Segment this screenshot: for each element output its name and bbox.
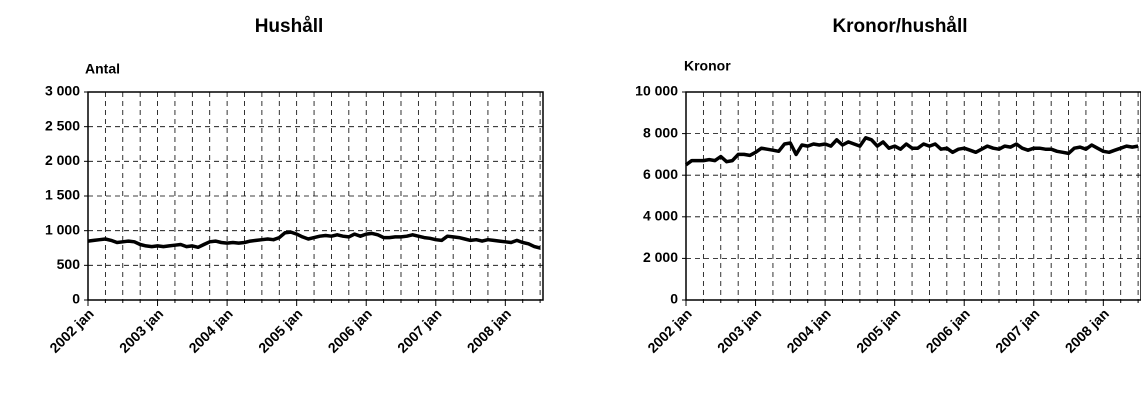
y-tick-label: 1 500	[45, 187, 80, 203]
y-tick-label: 500	[57, 256, 81, 272]
x-tick-label: 2004 jan	[185, 305, 235, 355]
x-tick-label: 2007 jan	[992, 305, 1042, 355]
x-tick-label: 2002 jan	[644, 305, 694, 355]
x-tick-label: 2006 jan	[325, 305, 375, 355]
y-tick-label: 0	[72, 291, 80, 307]
y-axis-title: Kronor	[684, 58, 731, 74]
line	[87, 230, 541, 250]
chart-title: Kronor/hushåll	[832, 16, 967, 37]
y-tick-label: 0	[670, 291, 678, 307]
y-axis-title: Antal	[85, 61, 120, 77]
x-tick-label: 2007 jan	[394, 305, 444, 355]
line	[684, 136, 1139, 167]
x-tick-label: 2003 jan	[116, 305, 166, 355]
y-tick-label: 6 000	[643, 166, 678, 182]
y-tick-label: 2 500	[45, 117, 80, 133]
x-tick-label: 2002 jan	[46, 305, 96, 355]
x-tick-label: 2005 jan	[255, 305, 305, 355]
y-tick-label: 1 000	[45, 221, 80, 237]
y-tick-label: 2 000	[643, 249, 678, 265]
y-tick-label: 4 000	[643, 208, 678, 224]
x-tick-label: 2003 jan	[714, 305, 764, 355]
plot-frame	[685, 91, 1141, 301]
chart-title: Hushåll	[255, 16, 324, 37]
x-tick-label: 2004 jan	[783, 305, 833, 355]
x-tick-label: 2008 jan	[464, 305, 514, 355]
plot-frame	[87, 91, 544, 301]
y-tick-label: 10 000	[635, 83, 678, 99]
y-tick-label: 2 000	[45, 152, 80, 168]
x-tick-label: 2008 jan	[1062, 305, 1112, 355]
x-tick-label: 2006 jan	[923, 305, 973, 355]
y-tick-label: 8 000	[643, 124, 678, 140]
x-tick-label: 2005 jan	[853, 305, 903, 355]
y-tick-label: 3 000	[45, 83, 80, 99]
